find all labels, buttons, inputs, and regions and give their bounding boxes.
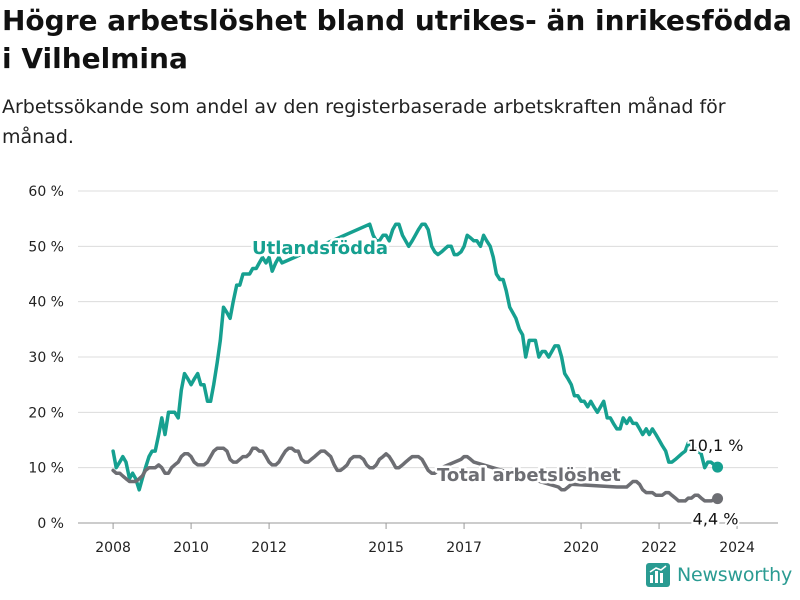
x-tick-label: 2008: [95, 540, 131, 556]
newsworthy-logo-icon: [645, 563, 670, 587]
y-tick-label: 20 %: [28, 405, 64, 421]
end-marker-utlandsfodda: [712, 461, 724, 473]
y-tick-label: 60 %: [28, 184, 64, 200]
series-layer: [111, 222, 724, 505]
y-tick-label: 40 %: [28, 295, 64, 311]
brand[interactable]: Newsworthy: [645, 560, 792, 590]
y-tick-label: 30 %: [28, 350, 64, 366]
x-tick-label: 2012: [251, 540, 287, 556]
page-title: Högre arbetslöshet bland utrikes- än inr…: [2, 4, 792, 75]
y-axis: 0 % 10 % 20 % 30 % 40 % 50 % 60 %: [28, 184, 64, 532]
y-tick-label: 10 %: [28, 461, 64, 477]
end-marker-total-arbetsloshet: [712, 493, 724, 505]
end-value-label-total-arbetsloshet: 4,4 %: [693, 510, 739, 529]
y-tick-label: 0 %: [37, 516, 64, 532]
page-subtitle: Arbetssökande som andel av den registerb…: [2, 96, 726, 148]
x-tick-label: 2022: [641, 540, 677, 556]
grid-layer: [78, 190, 778, 524]
label-layer: Utlandsfödda Total arbetslöshet 10,1 % 4,4 …: [250, 236, 746, 531]
brand-name: Newsworthy: [676, 564, 792, 586]
x-tick-label: 2015: [368, 540, 404, 556]
x-tick-label: 2024: [719, 540, 755, 556]
x-tick-label: 2017: [446, 540, 482, 556]
y-tick-label: 50 %: [28, 239, 64, 255]
series-label-utlandsfodda: Utlandsfödda: [252, 238, 388, 259]
x-axis: 2008 2010 2012 2015 2017 2020 2022 2024: [95, 523, 755, 556]
series-line-total-arbetsloshet: [111, 446, 720, 503]
series-line-utlandsfodda: [111, 222, 720, 492]
end-value-label-utlandsfodda: 10,1 %: [688, 436, 744, 455]
series-label-total-arbetsloshet: Total arbetslöshet: [437, 465, 621, 486]
x-tick-label: 2010: [173, 540, 209, 556]
x-tick-label: 2020: [563, 540, 599, 556]
